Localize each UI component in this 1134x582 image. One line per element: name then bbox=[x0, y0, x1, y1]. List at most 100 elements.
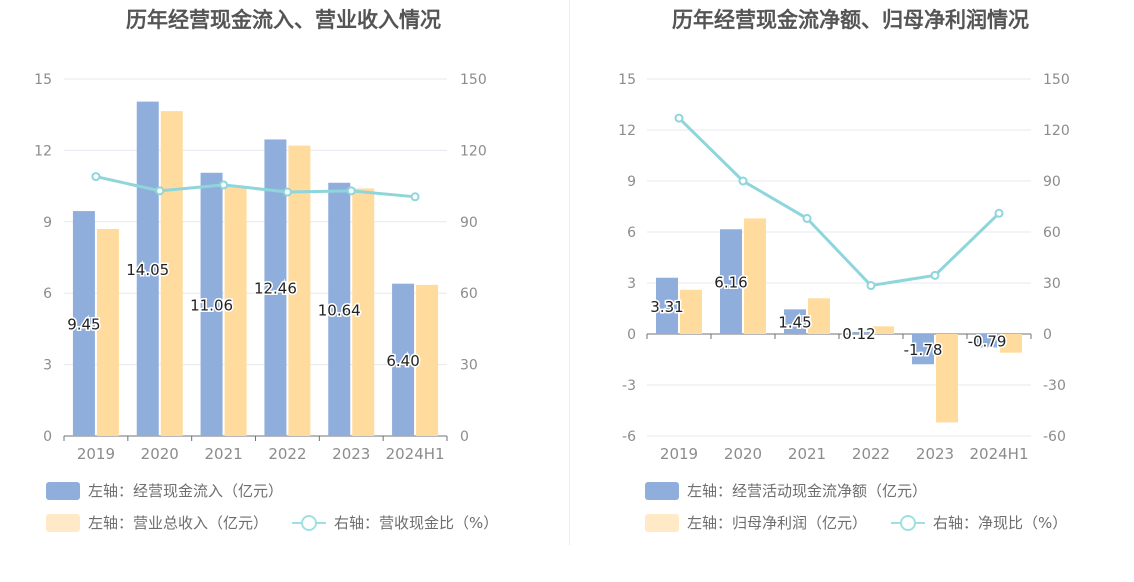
bar bbox=[264, 139, 287, 436]
chart-panel-left: 历年经营现金流入、营业收入情况 0 0 3 30 6 60 9 90 12 120 15 150 201… bbox=[34, 8, 498, 533]
line-point bbox=[802, 213, 812, 223]
legend-label: 左轴：经营活动现金流净额（亿元） bbox=[687, 482, 928, 500]
data-label: 11.06 bbox=[190, 296, 233, 314]
y-left-tick-label: 3 bbox=[43, 358, 52, 374]
bar bbox=[136, 101, 159, 437]
bar bbox=[912, 334, 934, 365]
line-point bbox=[738, 176, 748, 186]
x-tick-label: 2022 bbox=[852, 445, 890, 463]
line-point bbox=[930, 270, 940, 280]
y-right-tick-label: 150 bbox=[1043, 72, 1070, 88]
line-series bbox=[677, 117, 1001, 288]
y-left-tick-label: -6 bbox=[622, 429, 636, 445]
line-point bbox=[674, 113, 684, 123]
y-left-tick-label: 6 bbox=[43, 286, 52, 302]
bar bbox=[96, 228, 119, 436]
y-right-tick-label: 30 bbox=[1043, 276, 1061, 292]
bar bbox=[200, 172, 223, 436]
y-left-tick-label: -3 bbox=[622, 378, 636, 394]
data-label: -0.79 bbox=[968, 333, 1007, 351]
legend-swatch bbox=[46, 481, 80, 500]
bar bbox=[160, 111, 183, 436]
legend-item[interactable]: 左轴：营业总收入（亿元） bbox=[46, 512, 268, 533]
bar bbox=[936, 334, 958, 423]
data-label: 9.45 bbox=[67, 316, 100, 334]
y-left-tick-label: 15 bbox=[34, 72, 52, 88]
bar bbox=[784, 309, 806, 334]
x-tick-label: 2023 bbox=[332, 445, 370, 463]
legend-swatch bbox=[645, 513, 679, 532]
x-tick-label: 2022 bbox=[268, 445, 306, 463]
x-tick-label: 2020 bbox=[141, 445, 179, 463]
data-label: 0.12 bbox=[842, 325, 875, 343]
y-right-tick-label: 120 bbox=[1043, 123, 1070, 139]
data-label: 12.46 bbox=[254, 280, 297, 298]
data-label: 1.45 bbox=[778, 314, 811, 332]
data-label: 6.16 bbox=[714, 274, 747, 292]
y-right-tick-label: 150 bbox=[460, 72, 487, 88]
y-left-tick-label: 0 bbox=[43, 429, 52, 445]
y-left-tick-label: 12 bbox=[618, 123, 636, 139]
line-series bbox=[95, 175, 416, 199]
bar bbox=[392, 283, 415, 436]
y-right-tick-label: -60 bbox=[1043, 429, 1066, 445]
data-label: 14.05 bbox=[126, 261, 169, 279]
chart-svg-left: 0 0 3 30 6 60 9 90 12 120 15 150 2019 2020 2021 2022 202… bbox=[34, 72, 487, 463]
line-point bbox=[866, 281, 876, 291]
x-tick-label: 2020 bbox=[724, 445, 762, 463]
bar bbox=[328, 182, 351, 436]
bar bbox=[1000, 334, 1022, 353]
legend-label: 左轴：归母净利润（亿元） bbox=[687, 514, 868, 532]
y-left-tick-label: 9 bbox=[627, 174, 636, 190]
y-left-tick-label: 12 bbox=[34, 143, 52, 159]
bar bbox=[848, 331, 870, 334]
legend-item[interactable]: 右轴：营收现金比（%） bbox=[292, 512, 498, 533]
legend-item[interactable]: 左轴：经营活动现金流净额（亿元） bbox=[645, 480, 927, 501]
y-right-tick-label: 60 bbox=[1043, 225, 1061, 241]
legend-label: 左轴：经营现金流入（亿元） bbox=[88, 482, 284, 500]
data-label: -1.78 bbox=[904, 341, 943, 359]
bar bbox=[680, 289, 702, 334]
y-left-tick-label: 9 bbox=[43, 215, 52, 231]
y-right-tick-label: 0 bbox=[460, 429, 469, 445]
x-tick-label: 2021 bbox=[788, 445, 826, 463]
x-tick-label: 2021 bbox=[204, 445, 242, 463]
data-label: 3.31 bbox=[650, 298, 683, 316]
legend-label: 左轴：营业总收入（亿元） bbox=[88, 514, 269, 532]
line-point bbox=[346, 186, 356, 196]
y-right-tick-label: 120 bbox=[460, 143, 487, 159]
legend-line-swatch bbox=[891, 514, 925, 532]
y-left-tick-label: 3 bbox=[627, 276, 636, 292]
data-label: 10.64 bbox=[318, 301, 361, 319]
y-left-tick-label: 15 bbox=[618, 72, 636, 88]
x-tick-label: 2019 bbox=[660, 445, 698, 463]
panel-divider bbox=[569, 0, 570, 545]
y-right-tick-label: 90 bbox=[460, 215, 478, 231]
line-point bbox=[282, 187, 292, 197]
line-point bbox=[410, 192, 420, 202]
x-tick-label: 2024H1 bbox=[386, 445, 445, 463]
y-right-tick-label: 60 bbox=[460, 286, 478, 302]
bar bbox=[224, 186, 247, 436]
bar bbox=[352, 188, 375, 436]
legend-swatch bbox=[46, 513, 80, 532]
legend-item[interactable]: 右轴：净现比（%） bbox=[891, 512, 1067, 533]
y-left-tick-label: 0 bbox=[627, 327, 636, 343]
line-point bbox=[994, 208, 1004, 218]
chart-title: 历年经营现金流净额、归母净利润情况 bbox=[672, 8, 1029, 32]
legend-item[interactable]: 左轴：经营现金流入（亿元） bbox=[46, 480, 283, 501]
x-tick-label: 2019 bbox=[77, 445, 115, 463]
data-label: 6.40 bbox=[386, 352, 419, 370]
legend-label: 右轴：营收现金比（%） bbox=[334, 514, 499, 532]
bar bbox=[72, 211, 95, 436]
x-tick-label: 2023 bbox=[916, 445, 954, 463]
legend-swatch bbox=[645, 481, 679, 500]
y-left-tick-label: 6 bbox=[627, 225, 636, 241]
line-point bbox=[91, 172, 101, 182]
bar bbox=[976, 334, 998, 348]
legend-item[interactable]: 左轴：归母净利润（亿元） bbox=[645, 512, 867, 533]
bar bbox=[416, 284, 439, 436]
x-tick-label: 2024H1 bbox=[970, 445, 1029, 463]
line-point bbox=[155, 186, 165, 196]
bar bbox=[288, 145, 311, 436]
